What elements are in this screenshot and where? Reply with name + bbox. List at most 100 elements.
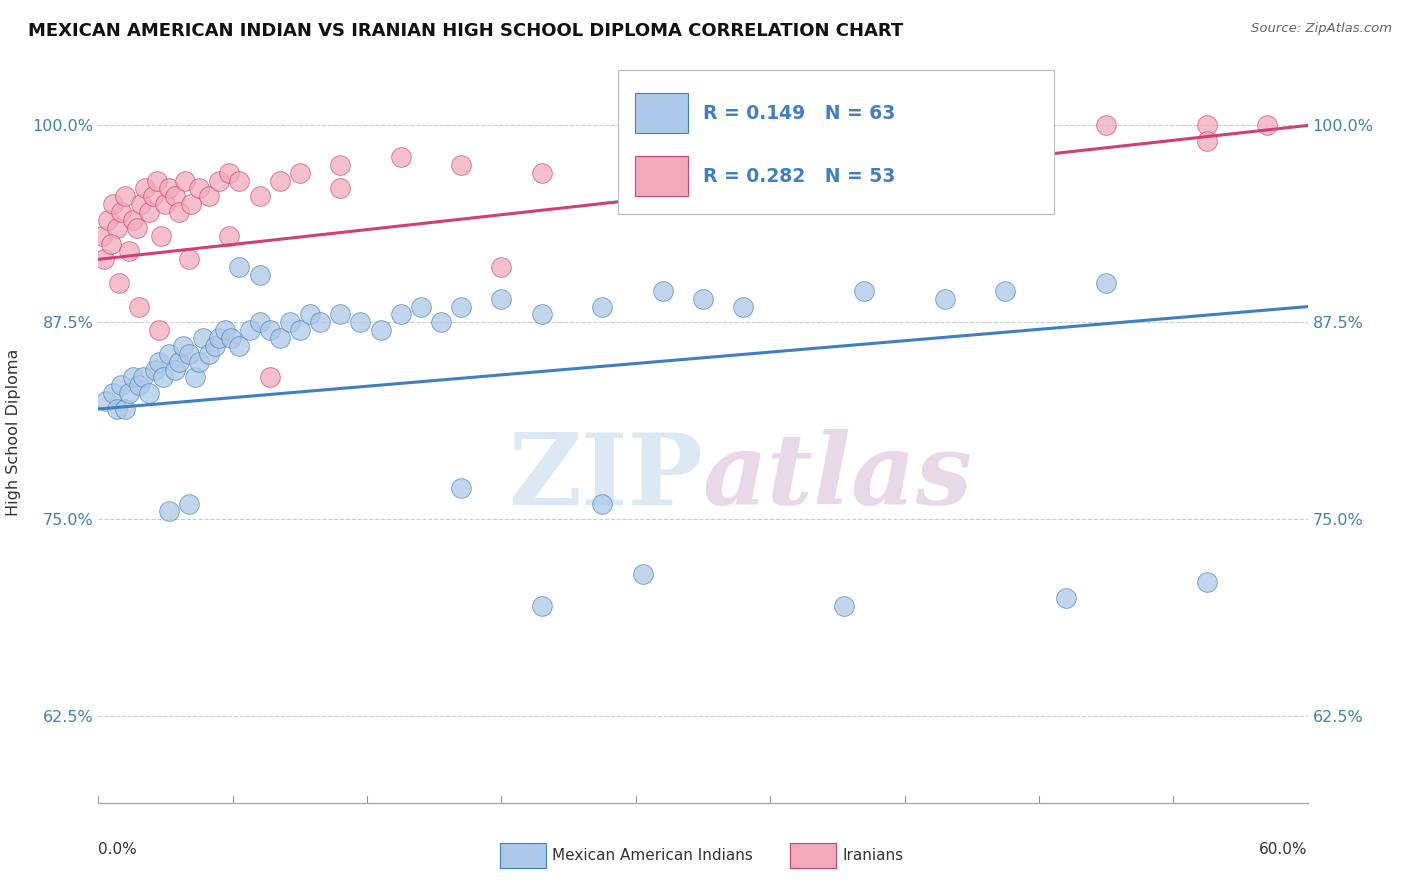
Point bbox=[249, 315, 271, 329]
Point bbox=[143, 362, 166, 376]
Point bbox=[994, 134, 1017, 148]
Point bbox=[329, 308, 352, 322]
Text: ZIP: ZIP bbox=[508, 428, 703, 525]
Point bbox=[101, 386, 124, 401]
Point bbox=[349, 315, 371, 329]
Point bbox=[491, 292, 513, 306]
Point bbox=[269, 173, 291, 187]
Point bbox=[692, 158, 714, 172]
Point bbox=[198, 347, 221, 361]
FancyBboxPatch shape bbox=[619, 70, 1053, 214]
Point bbox=[288, 166, 311, 180]
Point bbox=[1095, 119, 1118, 133]
Point bbox=[97, 213, 120, 227]
Point bbox=[530, 166, 553, 180]
Point bbox=[93, 252, 115, 267]
Point bbox=[1095, 276, 1118, 290]
Point bbox=[1256, 119, 1278, 133]
Point bbox=[1054, 591, 1077, 605]
Point bbox=[129, 197, 152, 211]
Point bbox=[651, 284, 673, 298]
Point bbox=[278, 315, 301, 329]
Point bbox=[208, 173, 231, 187]
Point bbox=[100, 236, 122, 251]
Point bbox=[193, 331, 215, 345]
Point bbox=[138, 205, 160, 219]
Point bbox=[299, 308, 322, 322]
FancyBboxPatch shape bbox=[790, 843, 837, 868]
Point bbox=[430, 315, 453, 329]
Point bbox=[105, 220, 128, 235]
Point bbox=[530, 308, 553, 322]
Point bbox=[121, 370, 143, 384]
FancyBboxPatch shape bbox=[501, 843, 546, 868]
Point bbox=[138, 386, 160, 401]
Text: 60.0%: 60.0% bbox=[1260, 842, 1308, 857]
Point bbox=[157, 181, 180, 195]
Point bbox=[188, 355, 211, 369]
Point bbox=[149, 228, 172, 243]
Point bbox=[450, 300, 472, 314]
Point bbox=[1195, 119, 1218, 133]
Point bbox=[269, 331, 291, 345]
FancyBboxPatch shape bbox=[636, 156, 689, 196]
Y-axis label: High School Diploma: High School Diploma bbox=[7, 349, 21, 516]
Point bbox=[329, 158, 352, 172]
Point bbox=[208, 331, 231, 345]
Point bbox=[118, 386, 141, 401]
Point bbox=[832, 599, 855, 613]
Point bbox=[259, 370, 281, 384]
Point bbox=[107, 276, 129, 290]
Point bbox=[101, 197, 124, 211]
Point bbox=[228, 260, 250, 275]
Point bbox=[91, 228, 114, 243]
Point bbox=[172, 339, 194, 353]
Text: Source: ZipAtlas.com: Source: ZipAtlas.com bbox=[1251, 22, 1392, 36]
Point bbox=[288, 323, 311, 337]
Text: R = 0.282   N = 53: R = 0.282 N = 53 bbox=[703, 167, 896, 186]
Point bbox=[530, 599, 553, 613]
Point bbox=[184, 370, 207, 384]
Point bbox=[370, 323, 392, 337]
Point bbox=[167, 355, 190, 369]
Point bbox=[228, 339, 250, 353]
Point bbox=[128, 300, 150, 314]
Point bbox=[114, 402, 136, 417]
Text: R = 0.149   N = 63: R = 0.149 N = 63 bbox=[703, 103, 896, 123]
Point bbox=[221, 331, 243, 345]
Point bbox=[148, 355, 170, 369]
Point bbox=[110, 378, 132, 392]
Point bbox=[591, 300, 613, 314]
Point bbox=[152, 370, 174, 384]
Point bbox=[491, 260, 513, 275]
Point bbox=[218, 228, 240, 243]
Point bbox=[591, 496, 613, 510]
Point bbox=[110, 205, 132, 219]
Point bbox=[204, 339, 226, 353]
Point bbox=[239, 323, 262, 337]
Point bbox=[180, 197, 202, 211]
Point bbox=[157, 504, 180, 518]
Text: Mexican American Indians: Mexican American Indians bbox=[551, 848, 752, 863]
Point bbox=[163, 189, 186, 203]
Point bbox=[179, 252, 201, 267]
Point bbox=[692, 292, 714, 306]
Point bbox=[179, 496, 201, 510]
Point bbox=[631, 567, 654, 582]
Point bbox=[218, 166, 240, 180]
Point bbox=[994, 126, 1017, 140]
Text: Iranians: Iranians bbox=[842, 848, 903, 863]
Point bbox=[163, 362, 186, 376]
Point bbox=[228, 173, 250, 187]
Point bbox=[157, 347, 180, 361]
Point bbox=[1195, 134, 1218, 148]
Point bbox=[651, 142, 673, 156]
Point bbox=[793, 134, 815, 148]
Point bbox=[249, 189, 271, 203]
Point bbox=[96, 394, 118, 409]
Text: MEXICAN AMERICAN INDIAN VS IRANIAN HIGH SCHOOL DIPLOMA CORRELATION CHART: MEXICAN AMERICAN INDIAN VS IRANIAN HIGH … bbox=[28, 22, 904, 40]
Point bbox=[146, 173, 169, 187]
Point bbox=[1195, 575, 1218, 590]
Text: 0.0%: 0.0% bbox=[98, 842, 138, 857]
Point bbox=[114, 189, 136, 203]
